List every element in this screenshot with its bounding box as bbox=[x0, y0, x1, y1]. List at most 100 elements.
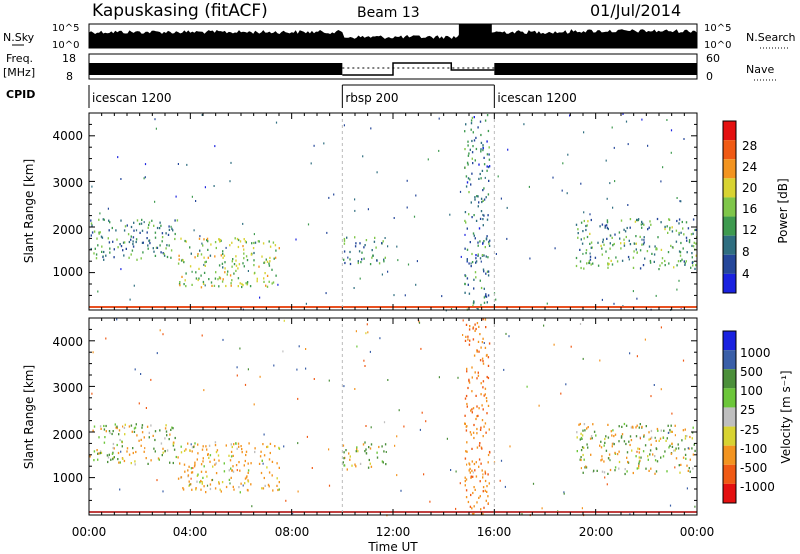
scatter-point bbox=[369, 350, 371, 353]
scatter-point bbox=[606, 197, 608, 200]
scatter-point bbox=[164, 450, 166, 453]
scatter-point bbox=[265, 284, 267, 287]
scatter-point bbox=[483, 163, 486, 166]
scatter-point bbox=[449, 213, 451, 216]
scatter-point bbox=[603, 444, 605, 447]
scatter-point bbox=[465, 450, 467, 453]
scatter-point bbox=[149, 242, 151, 245]
scatter-point bbox=[215, 246, 217, 250]
scatter-point bbox=[471, 151, 474, 154]
scatter-point bbox=[541, 507, 543, 510]
scatter-point bbox=[136, 434, 138, 437]
scatter-point bbox=[219, 488, 221, 491]
scatter-point bbox=[172, 442, 175, 446]
scatter-point bbox=[154, 438, 156, 442]
scatter-point bbox=[194, 256, 196, 259]
scatter-point bbox=[506, 237, 508, 240]
scatter-point bbox=[238, 486, 240, 489]
scatter-point bbox=[200, 463, 203, 466]
scatter-point bbox=[273, 257, 275, 260]
scatter-point bbox=[214, 441, 217, 444]
scatter-point bbox=[649, 259, 652, 263]
scatter-point bbox=[349, 455, 351, 458]
scatter-point bbox=[476, 427, 478, 431]
scatter-point bbox=[210, 243, 212, 246]
scatter-point bbox=[471, 172, 473, 175]
scatter-point bbox=[211, 284, 213, 287]
scatter-point bbox=[580, 182, 582, 185]
scatter-point bbox=[603, 460, 605, 463]
scatter-point bbox=[162, 447, 164, 450]
scatter-point bbox=[229, 180, 231, 183]
scatter-point bbox=[604, 437, 606, 441]
scatter-point bbox=[662, 455, 665, 458]
beam-title: Beam 13 bbox=[357, 5, 420, 21]
scatter-point bbox=[647, 144, 649, 147]
scatter-point bbox=[148, 239, 150, 242]
scatter-point bbox=[626, 470, 628, 473]
scatter-point bbox=[485, 295, 488, 298]
scatter-point bbox=[660, 456, 662, 459]
scatter-point bbox=[271, 460, 274, 463]
xaxis-label: Time UT bbox=[367, 540, 418, 554]
scatter-point bbox=[569, 114, 571, 117]
power-colorbar bbox=[722, 120, 737, 294]
scatter-point bbox=[252, 247, 255, 250]
scatter-point bbox=[342, 461, 344, 464]
scatter-point bbox=[660, 429, 662, 432]
scatter-point bbox=[225, 444, 227, 447]
scatter-point bbox=[670, 452, 673, 455]
scatter-point bbox=[639, 437, 641, 440]
scatter-point bbox=[140, 444, 142, 447]
scatter-point bbox=[465, 429, 468, 432]
scatter-point bbox=[638, 462, 640, 465]
scatter-point bbox=[168, 438, 170, 441]
scatter-point bbox=[268, 280, 270, 283]
scatter-point bbox=[666, 437, 668, 440]
scatter-point bbox=[620, 247, 622, 250]
scatter-point bbox=[583, 423, 586, 426]
scatter-point bbox=[637, 218, 640, 221]
scatter-point bbox=[481, 419, 484, 422]
vel-cbar-tick-m100: -100 bbox=[740, 442, 767, 456]
scatter-point bbox=[466, 367, 468, 370]
scatter-point bbox=[369, 462, 371, 465]
scatter-point bbox=[369, 447, 372, 450]
scatter-point bbox=[269, 260, 271, 263]
scatter-point bbox=[108, 241, 111, 244]
scatter-point bbox=[667, 431, 669, 434]
scatter-point bbox=[473, 436, 475, 440]
scatter-point bbox=[188, 484, 190, 487]
scatter-point bbox=[203, 256, 205, 259]
scatter-point bbox=[601, 253, 603, 256]
scatter-point bbox=[682, 247, 684, 250]
scatter-point bbox=[611, 263, 614, 266]
scatter-point bbox=[125, 247, 127, 250]
scatter-point bbox=[191, 270, 193, 273]
scatter-point bbox=[99, 452, 102, 455]
scatter-point bbox=[602, 240, 604, 244]
scatter-point bbox=[465, 394, 468, 398]
scatter-point bbox=[616, 453, 619, 456]
scatter-point bbox=[236, 469, 238, 472]
scatter-point bbox=[275, 121, 278, 124]
scatter-point bbox=[673, 449, 675, 452]
scatter-point bbox=[156, 246, 159, 249]
scatter-point bbox=[476, 350, 478, 353]
scatter-point bbox=[259, 455, 262, 458]
scatter-point bbox=[668, 262, 670, 265]
scatter-point bbox=[629, 435, 632, 438]
scatter-point bbox=[244, 482, 246, 485]
scatter-point bbox=[599, 444, 601, 447]
scatter-point bbox=[189, 449, 191, 452]
scatter-point bbox=[355, 450, 357, 453]
scatter-point bbox=[624, 230, 627, 233]
scatter-point bbox=[283, 319, 285, 322]
scatter-point bbox=[684, 448, 686, 451]
scatter-point bbox=[469, 505, 472, 508]
scatter-point bbox=[506, 206, 508, 209]
scatter-point bbox=[638, 460, 641, 463]
scatter-point bbox=[600, 440, 602, 443]
scatter-point bbox=[239, 491, 241, 494]
freq-label-2: [MHz] bbox=[3, 66, 35, 79]
